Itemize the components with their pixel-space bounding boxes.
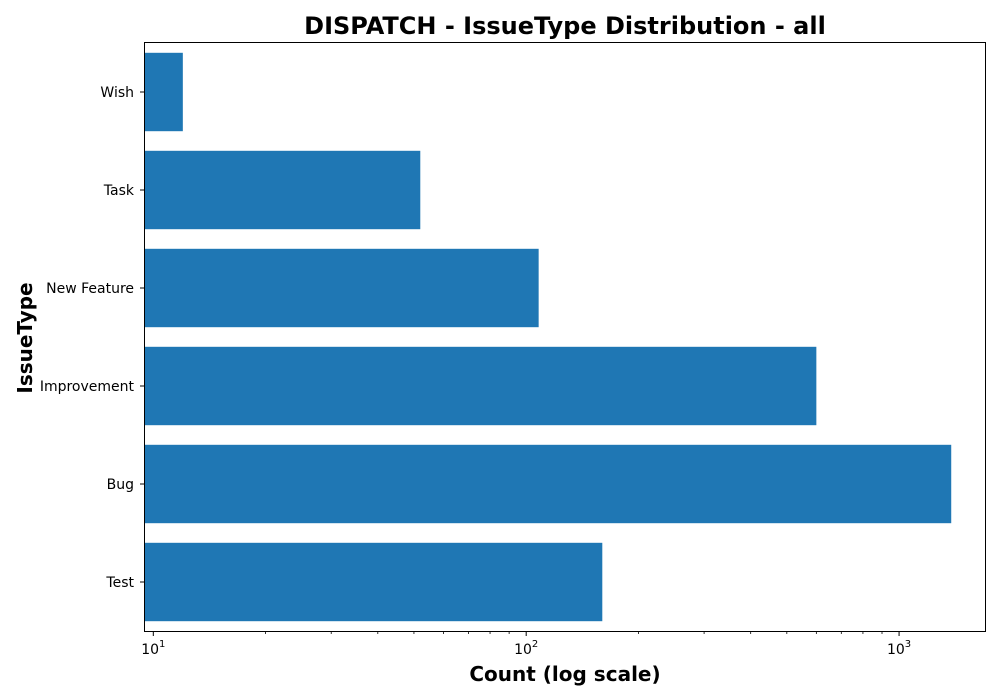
y-tick-label: Task — [103, 183, 135, 199]
y-tick-label: New Feature — [46, 281, 134, 297]
y-tick-label: Bug — [107, 477, 134, 493]
bar-wish — [145, 52, 183, 132]
bar-test — [145, 542, 603, 622]
y-tick-label: Improvement — [40, 379, 135, 395]
y-tick-label: Test — [105, 575, 134, 591]
y-axis-label: IssueType — [13, 282, 37, 393]
bar-improvement — [145, 346, 817, 426]
plot-frame — [144, 42, 986, 632]
bar-group — [145, 52, 952, 622]
y-axis-ticks: Test Bug Improvement New Feature Task Wish — [40, 85, 145, 591]
x-tick-label: 103 — [887, 639, 911, 658]
chart-title: DISPATCH - IssueType Distribution - all — [304, 12, 826, 40]
bar-task — [145, 150, 421, 230]
x-tick-label: 102 — [514, 639, 538, 658]
x-axis-ticks: 101 102 103 — [141, 631, 911, 658]
x-axis-label: Count (log scale) — [469, 662, 660, 686]
x-tick-label: 101 — [141, 639, 165, 658]
y-tick-label: Wish — [100, 85, 134, 101]
bar-bug — [145, 444, 952, 524]
bar-new-feature — [145, 248, 539, 328]
